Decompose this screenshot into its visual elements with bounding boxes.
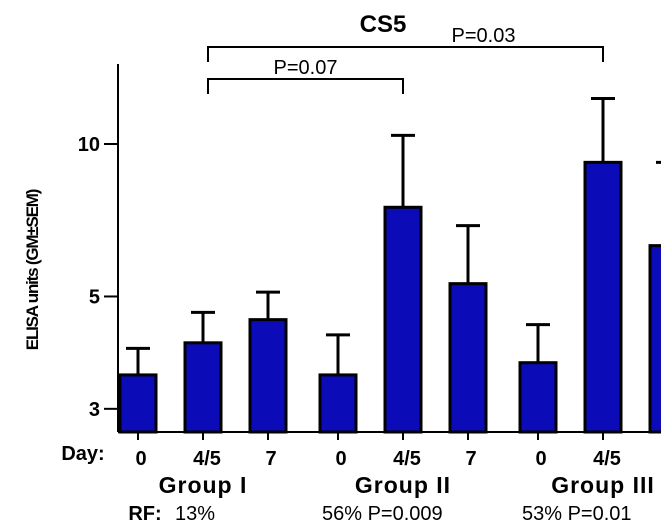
day-tick-label: 0 xyxy=(535,448,546,470)
day-tick-label: 0 xyxy=(135,448,146,470)
group-label: Group II xyxy=(355,472,451,498)
bar xyxy=(648,244,661,434)
day-tick-label: 7 xyxy=(265,448,276,470)
significance-label: P=0.03 xyxy=(452,25,516,47)
bar xyxy=(518,361,558,434)
rf-value: 53% P=0.01 xyxy=(522,503,632,525)
chart-title: CS5 xyxy=(360,11,407,38)
significance-label: P=0.07 xyxy=(274,57,338,79)
y-tick-label: 5 xyxy=(89,286,100,308)
day-tick-label: 7 xyxy=(465,448,476,470)
rf-value: 13% xyxy=(175,503,215,525)
significance-bracket xyxy=(207,46,604,62)
day-tick-label: 0 xyxy=(335,448,346,470)
bar xyxy=(318,373,358,434)
y-tick-label: 10 xyxy=(78,134,100,156)
day-tick-label: 4/5 xyxy=(193,448,221,470)
bar xyxy=(383,205,423,434)
bar xyxy=(248,318,288,434)
rf-value: 56% P=0.009 xyxy=(322,503,443,525)
significance-bracket xyxy=(207,78,404,94)
bar xyxy=(583,160,623,434)
y-axis-label: ELISA units (GM±SEM) xyxy=(23,189,42,350)
day-tick-label: 4/5 xyxy=(393,448,421,470)
bar xyxy=(118,373,158,434)
rf-label: RF: xyxy=(128,503,161,525)
y-tick-label: 3 xyxy=(89,399,100,421)
day-tick-label: 4/5 xyxy=(593,448,621,470)
group-label: Group III xyxy=(551,472,655,498)
bar xyxy=(183,341,223,434)
day-label: Day: xyxy=(61,443,104,465)
group-label: Group I xyxy=(159,472,248,498)
bar xyxy=(448,282,488,434)
